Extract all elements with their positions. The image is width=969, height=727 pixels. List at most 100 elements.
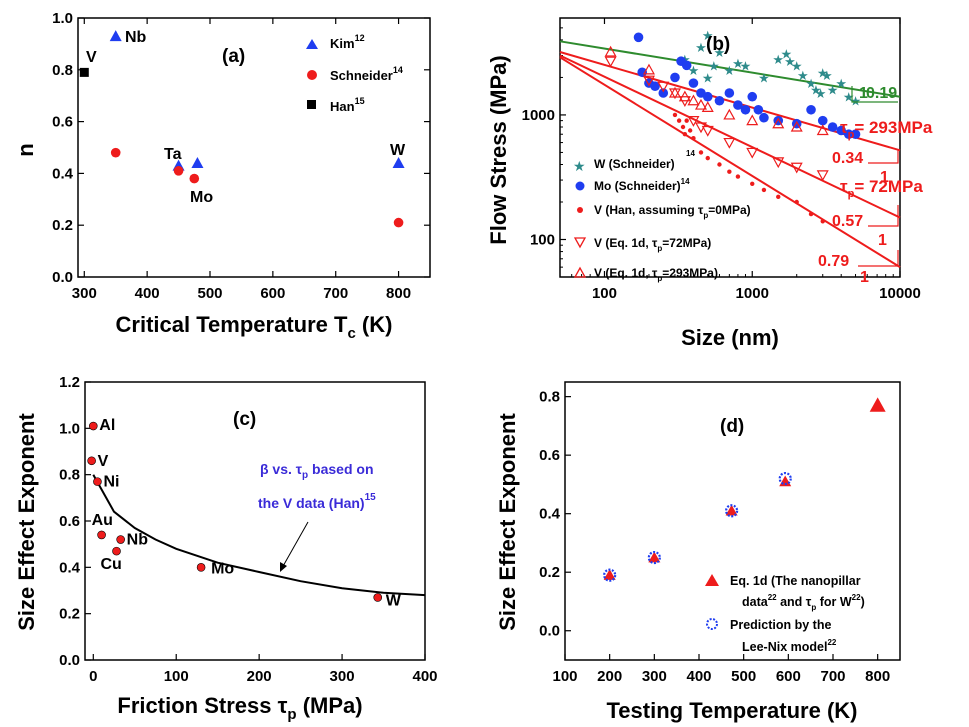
a-point-kim — [392, 157, 405, 169]
d-ytick-label: 0.6 — [539, 447, 560, 464]
d-point-leenix — [603, 568, 617, 582]
d-point-eq1d — [603, 569, 616, 580]
d-ytick-label: 0.0 — [539, 623, 560, 640]
c-point-cu — [112, 546, 121, 556]
legend-v72-marker — [573, 237, 587, 249]
d-point-leenix — [647, 550, 661, 565]
c-point-ni — [93, 477, 102, 486]
b-point-series-1 — [650, 81, 660, 92]
b-point-series-0: ★ — [695, 40, 707, 55]
b-point-series-2 — [727, 169, 732, 174]
c-point-mo — [196, 563, 206, 572]
b-point-series-0: ★ — [772, 52, 784, 67]
b-point-series-1 — [827, 122, 838, 132]
a-xtick-label: 400 — [135, 285, 160, 302]
label-ta: Ta — [164, 146, 182, 163]
panel-b-fit-lines — [559, 40, 901, 268]
b-point-series-4 — [694, 98, 708, 110]
d-xtick-label: 100 — [552, 668, 577, 685]
b-ytick-label: 1000 — [522, 107, 555, 124]
b-point-series-1 — [724, 88, 735, 98]
d-point-leenix — [725, 504, 739, 518]
slope-079: 0.79 1 — [818, 250, 899, 286]
legend-v-han: V (Han, assuming τp=0MPa) — [594, 203, 751, 220]
label-mo: Mo — [190, 189, 213, 206]
panel-d-ticks: 100 200 300 400 500 600 700 800 0.0 0.2 0.4 0.6 0.8 — [539, 389, 890, 685]
c-point-nb — [116, 535, 125, 544]
panel-c-letter: (c) — [233, 409, 256, 430]
b-point-series-3 — [701, 125, 714, 137]
b-point-series-0: ★ — [714, 45, 726, 60]
legend-han: Han15 — [330, 96, 365, 114]
b-point-series-2 — [794, 199, 799, 205]
b-fit-line — [559, 40, 901, 98]
b-point-series-0: ★ — [821, 68, 833, 83]
legend-eq1d-marker — [705, 574, 719, 586]
panel-b-letter: (b) — [706, 34, 730, 55]
b-point-series-0: ★ — [805, 76, 817, 91]
b-point-series-3 — [723, 137, 736, 149]
b-point-series-3 — [687, 116, 700, 127]
b-point-series-2 — [735, 174, 741, 179]
c-ytick-label: 0.6 — [59, 513, 80, 530]
legend-w-marker: ★ — [573, 158, 586, 174]
slope-019: 1 0.19 — [851, 85, 898, 103]
legend-kim: Kim12 — [330, 33, 365, 51]
c-point-label-ni: Ni — [103, 474, 119, 491]
b-point-series-4 — [772, 117, 785, 129]
a-xtick-label: 700 — [323, 285, 348, 302]
d-ytick-label: 0.2 — [539, 564, 560, 581]
b-point-series-0: ★ — [724, 63, 736, 78]
b-point-series-4 — [687, 94, 700, 106]
legend-v-han-marker — [577, 207, 583, 213]
b-point-series-2 — [750, 181, 755, 186]
curve-label-arrowhead — [280, 562, 287, 572]
b-point-series-4 — [701, 101, 714, 112]
c-point-label-au: Au — [92, 512, 113, 529]
c-ytick-label: 1.2 — [59, 374, 80, 391]
b-point-series-0: ★ — [843, 90, 855, 105]
c-xtick-label: 100 — [164, 668, 189, 685]
b-point-series-4 — [668, 86, 681, 98]
c-xtick-label: 400 — [412, 668, 437, 685]
panel-c-ylabel: Size Effect Exponent — [14, 413, 39, 631]
legend-schneider: Schneider14 — [330, 65, 403, 83]
b-fit-line — [559, 54, 901, 219]
a-ytick-label: 1.0 — [52, 10, 73, 27]
c-point-label-cu: Cu — [101, 556, 122, 573]
b-point-series-1 — [806, 104, 816, 115]
a-ytick-label: 0.6 — [52, 114, 73, 131]
b-point-series-2 — [717, 162, 722, 167]
d-xtick-label: 400 — [686, 668, 711, 685]
c-point-al — [88, 421, 98, 431]
slope-079-triangle — [858, 250, 899, 267]
a-point-schneider — [173, 166, 184, 176]
b-point-series-2 — [691, 136, 696, 141]
b-point-series-1 — [817, 115, 828, 126]
slope-079-one: 1 — [860, 269, 869, 286]
panel-c-point-labels: Al V Ni Au Nb Cu Mo W — [92, 417, 402, 609]
c-xtick-label: 300 — [330, 668, 355, 685]
panel-c-marks — [87, 421, 383, 602]
c-point-label-v: V — [98, 453, 109, 470]
d-ytick-label: 0.4 — [539, 506, 561, 523]
b-point-series-4 — [746, 114, 759, 126]
b-point-series-2 — [698, 150, 704, 155]
slope-057-one: 1 — [878, 232, 887, 249]
panel-a-xlabel: Critical Temperature Tc (K) — [116, 312, 393, 342]
panel-c-fit-curve — [92, 474, 426, 597]
b-point-series-0: ★ — [708, 58, 720, 73]
a-point-schneider — [189, 173, 200, 184]
b-ytick-label: 100 — [530, 232, 555, 249]
a-xtick-label: 300 — [72, 285, 97, 302]
d-point-eq1d — [648, 551, 661, 563]
d-xtick-label: 200 — [597, 668, 622, 685]
b-point-series-0: ★ — [732, 56, 744, 71]
a-ytick-label: 0.2 — [52, 217, 73, 234]
curve-label-arrow — [281, 521, 309, 569]
b-point-series-0: ★ — [784, 54, 796, 69]
slope-019-one: 1 — [859, 85, 868, 102]
panel-a-frame — [77, 17, 431, 278]
b-point-series-1 — [836, 125, 847, 136]
